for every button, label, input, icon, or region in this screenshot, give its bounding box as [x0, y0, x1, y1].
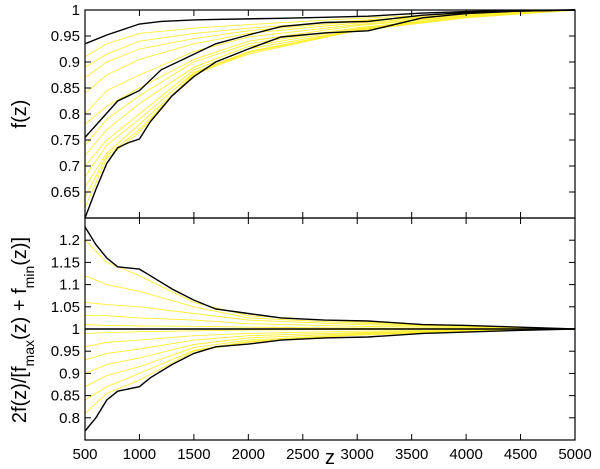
xtick-label: 4500: [504, 446, 537, 463]
bottom-plot-frame: [84, 217, 576, 441]
xtick-label: 3000: [341, 446, 374, 463]
top-ytick-label: 0.9: [59, 54, 80, 71]
top-ytick-label: 0.85: [51, 80, 80, 97]
ylabel-part-max: max: [21, 340, 37, 366]
bottom-ytick-label: 1.05: [51, 299, 80, 316]
bottom-ytick-label: 0.9: [59, 365, 80, 382]
xtick-label: 2000: [232, 446, 265, 463]
bottom-ytick-label: 0.85: [51, 388, 80, 405]
top-sample-line: [84, 9, 576, 68]
top-plot-frame: [84, 9, 576, 219]
bottom-envelope-max-line: [84, 226, 576, 330]
bottom-sample-line: [84, 328, 576, 374]
xtick-label: 1500: [177, 446, 210, 463]
bottom-sample-line: [84, 301, 576, 330]
bottom-series-group: [84, 226, 576, 432]
top-panel: 0.65 0.7 0.75 0.8 0.85 0.9 0.95 1 f(z): [9, 2, 576, 219]
x-axis-label: z: [325, 447, 335, 469]
top-envelope-min-line: [84, 9, 576, 219]
top-ytick-label: 0.95: [51, 28, 80, 45]
bottom-sample-line: [84, 328, 576, 348]
top-sample-line: [84, 9, 576, 94]
bottom-sample-line: [84, 328, 576, 361]
bottom-ytick-label: 0.95: [51, 343, 80, 360]
xtick-label: 2500: [286, 446, 319, 463]
bottom-envelope-min-line: [84, 328, 576, 432]
bottom-sample-line: [84, 328, 576, 414]
ylabel-part-1: 2f(z)/[f: [9, 366, 31, 423]
bottom-y-axis-label: 2f(z)/[fmax(z) + fmin(z)]: [9, 237, 37, 423]
bottom-sample-line: [84, 275, 576, 330]
bottom-sample-line: [85, 315, 576, 330]
ylabel-part-min: min: [21, 266, 37, 289]
bottom-ytick-label: 1.2: [59, 232, 80, 249]
top-ytick-label: 0.8: [59, 106, 80, 123]
bottom-ytick-label: 1.1: [59, 277, 80, 294]
ylabel-part-3: (z)]: [9, 237, 31, 266]
top-y-axis-label: f(z): [9, 100, 31, 129]
top-ytick-label: 0.7: [59, 158, 80, 175]
top-ticks-group: 0.65 0.7 0.75 0.8 0.85 0.9 0.95 1: [51, 2, 576, 218]
xtick-label: 1000: [123, 446, 156, 463]
top-sample-line: [84, 9, 576, 208]
top-ytick-label: 1: [72, 2, 80, 19]
top-sample-line: [84, 9, 576, 198]
xtick-label: 5000: [558, 446, 591, 463]
top-ytick-label: 0.75: [51, 132, 80, 149]
bottom-panel: 0.8 0.85 0.9 0.95 1 1.05 1.1 1.15 1.2 500 1000 1500…: [9, 217, 592, 469]
xtick-label: 4000: [449, 446, 482, 463]
bottom-ytick-label: 1.15: [51, 254, 80, 271]
ylabel-part-2: (z) + f: [9, 288, 31, 340]
bottom-ticks-group: 0.8 0.85 0.9 0.95 1 1.05 1.1 1.15 1.2 500 1000 1500…: [51, 218, 592, 463]
bottom-sample-line: [84, 328, 576, 401]
xtick-label: 500: [72, 446, 97, 463]
bottom-ytick-label: 1: [72, 321, 80, 338]
top-ytick-label: 0.65: [51, 184, 80, 201]
top-series-group: [84, 9, 576, 219]
xtick-label: 3500: [395, 446, 428, 463]
top-sample-line: [84, 9, 576, 115]
top-sample-line: [84, 9, 576, 125]
bottom-sample-line: [84, 239, 576, 330]
top-envelope-mid-line: [84, 9, 576, 138]
bottom-ytick-label: 0.8: [59, 410, 80, 427]
